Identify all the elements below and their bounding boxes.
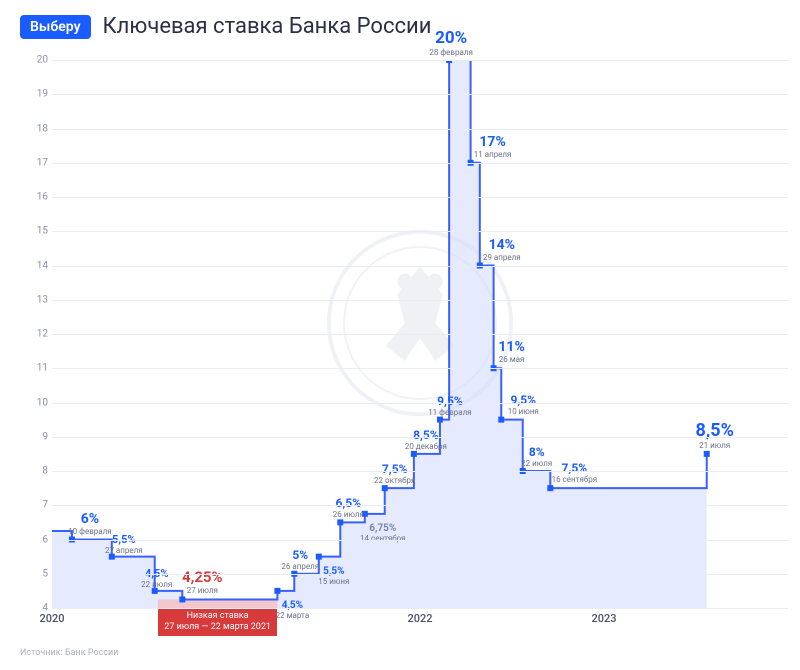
- grid-line: [52, 403, 788, 404]
- x-tick: 2023: [591, 612, 616, 625]
- grid-line: [52, 368, 788, 369]
- y-tick: 14: [37, 260, 48, 271]
- grid-line: [52, 197, 788, 198]
- grid-line: [52, 471, 788, 472]
- low-rate-line2: 27 июля — 22 марта 2021: [162, 622, 274, 633]
- low-rate-line1: Низкая ставка: [162, 611, 274, 622]
- brand-badge: Выберу: [20, 15, 91, 39]
- x-tick: 2022: [407, 612, 432, 625]
- y-tick: 20: [37, 55, 48, 66]
- y-tick: 15: [37, 226, 48, 237]
- chart: 4567891011121314151617181920 20202021202…: [30, 60, 788, 630]
- y-tick: 12: [37, 329, 48, 340]
- y-tick: 18: [37, 123, 48, 134]
- grid-line: [52, 300, 788, 301]
- grid-line: [52, 437, 788, 438]
- grid-line: [52, 266, 788, 267]
- y-tick: 8: [42, 466, 48, 477]
- y-tick: 17: [37, 157, 48, 168]
- y-tick: 9: [42, 431, 48, 442]
- grid-line: [52, 231, 788, 232]
- y-axis: 4567891011121314151617181920: [30, 60, 52, 608]
- grid-line: [52, 540, 788, 541]
- grid-line: [52, 94, 788, 95]
- y-tick: 11: [37, 363, 48, 374]
- header: Выберу Ключевая ставка Банка России: [0, 0, 800, 43]
- grid-line: [52, 608, 788, 609]
- grid-line: [52, 574, 788, 575]
- grid-line: [52, 505, 788, 506]
- grid-line: [52, 334, 788, 335]
- chart-title: Ключевая ставка Банка России: [103, 14, 432, 39]
- y-tick: 16: [37, 192, 48, 203]
- grid-line: [52, 60, 788, 61]
- x-tick: 2020: [39, 612, 64, 625]
- y-tick: 7: [42, 500, 48, 511]
- grid-line: [52, 163, 788, 164]
- point-date: 28 февраля: [429, 48, 472, 57]
- source-footer: Источник: Банк России: [20, 648, 118, 658]
- y-tick: 13: [37, 294, 48, 305]
- y-tick: 6: [42, 534, 48, 545]
- grid-line: [52, 129, 788, 130]
- low-rate-badge: Низкая ставка27 июля — 22 марта 2021: [158, 609, 278, 636]
- y-tick: 19: [37, 89, 48, 100]
- y-tick: 5: [42, 568, 48, 579]
- y-tick: 10: [37, 397, 48, 408]
